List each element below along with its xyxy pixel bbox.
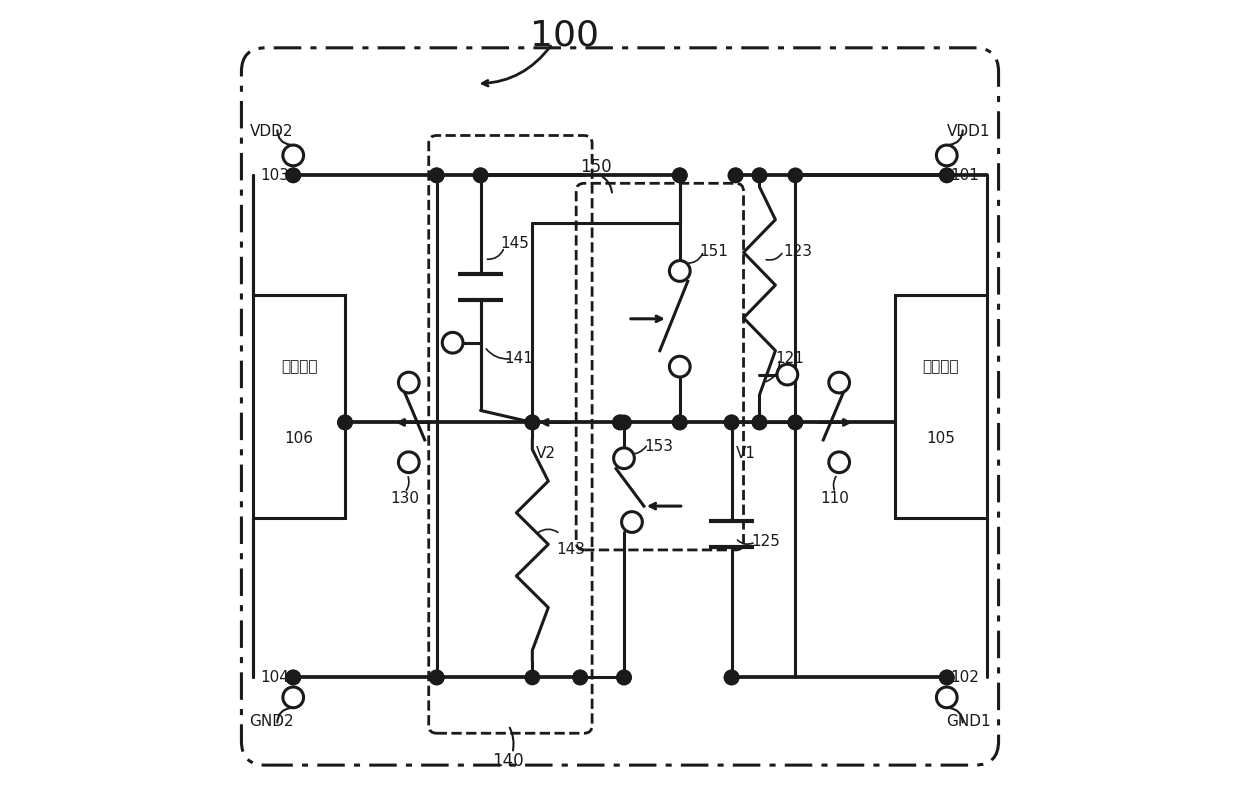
Text: 第二电路: 第二电路 xyxy=(281,359,317,374)
Text: VDD1: VDD1 xyxy=(947,124,991,139)
Text: 151: 151 xyxy=(699,244,729,258)
Circle shape xyxy=(614,448,635,469)
Text: 第一电路: 第一电路 xyxy=(923,359,959,374)
Circle shape xyxy=(337,415,352,430)
Circle shape xyxy=(613,415,627,430)
Text: 123: 123 xyxy=(784,244,812,258)
Text: V2: V2 xyxy=(537,446,557,461)
Circle shape xyxy=(672,168,687,183)
Circle shape xyxy=(616,670,631,685)
Circle shape xyxy=(936,145,957,166)
FancyBboxPatch shape xyxy=(895,295,987,518)
Text: 101: 101 xyxy=(951,168,980,183)
Text: 106: 106 xyxy=(285,431,314,446)
Circle shape xyxy=(526,670,539,685)
Text: 105: 105 xyxy=(926,431,955,446)
Circle shape xyxy=(283,145,304,166)
Circle shape xyxy=(940,670,954,685)
Circle shape xyxy=(474,168,487,183)
Circle shape xyxy=(724,670,739,685)
Circle shape xyxy=(429,670,444,685)
Circle shape xyxy=(429,168,444,183)
Circle shape xyxy=(753,415,766,430)
Text: 104: 104 xyxy=(260,670,289,685)
Circle shape xyxy=(670,261,691,281)
Text: GND2: GND2 xyxy=(249,714,294,728)
Text: 102: 102 xyxy=(951,670,980,685)
Circle shape xyxy=(573,670,588,685)
Circle shape xyxy=(429,168,444,183)
Circle shape xyxy=(753,415,766,430)
Circle shape xyxy=(337,415,352,430)
Circle shape xyxy=(728,168,743,183)
Circle shape xyxy=(286,168,300,183)
Circle shape xyxy=(936,687,957,708)
Text: 145: 145 xyxy=(501,236,529,250)
Circle shape xyxy=(789,415,802,430)
Circle shape xyxy=(398,372,419,393)
Circle shape xyxy=(672,415,687,430)
Circle shape xyxy=(724,415,739,430)
Circle shape xyxy=(828,372,849,393)
Text: GND1: GND1 xyxy=(946,714,991,728)
Circle shape xyxy=(613,415,627,430)
Circle shape xyxy=(286,670,300,685)
Circle shape xyxy=(777,364,797,385)
Circle shape xyxy=(429,670,444,685)
Text: 153: 153 xyxy=(644,439,673,453)
Circle shape xyxy=(940,168,954,183)
Circle shape xyxy=(753,168,766,183)
Circle shape xyxy=(724,415,739,430)
Text: 130: 130 xyxy=(391,491,419,505)
Circle shape xyxy=(526,415,539,430)
Circle shape xyxy=(828,452,849,473)
Text: 125: 125 xyxy=(751,535,780,549)
Text: 110: 110 xyxy=(821,491,849,505)
Text: 103: 103 xyxy=(260,168,289,183)
Circle shape xyxy=(789,415,802,430)
Text: 150: 150 xyxy=(580,159,611,176)
Circle shape xyxy=(286,168,300,183)
Text: V1: V1 xyxy=(735,446,755,461)
Text: 143: 143 xyxy=(557,543,585,557)
Text: VDD2: VDD2 xyxy=(249,124,293,139)
Circle shape xyxy=(672,415,687,430)
Circle shape xyxy=(526,415,539,430)
Circle shape xyxy=(398,452,419,473)
Text: 141: 141 xyxy=(505,351,533,366)
Circle shape xyxy=(728,168,743,183)
Circle shape xyxy=(474,168,487,183)
Circle shape xyxy=(286,670,300,685)
Circle shape xyxy=(573,670,588,685)
Circle shape xyxy=(283,687,304,708)
Circle shape xyxy=(724,670,739,685)
Circle shape xyxy=(616,670,631,685)
Circle shape xyxy=(753,168,766,183)
Circle shape xyxy=(940,670,954,685)
Text: 121: 121 xyxy=(775,351,805,366)
Circle shape xyxy=(670,356,691,377)
Circle shape xyxy=(940,168,954,183)
Circle shape xyxy=(789,168,802,183)
Circle shape xyxy=(443,332,463,353)
Text: 100: 100 xyxy=(529,19,599,53)
Text: 140: 140 xyxy=(492,752,525,770)
Circle shape xyxy=(672,168,687,183)
Circle shape xyxy=(621,512,642,532)
FancyBboxPatch shape xyxy=(253,295,345,518)
Circle shape xyxy=(616,415,631,430)
